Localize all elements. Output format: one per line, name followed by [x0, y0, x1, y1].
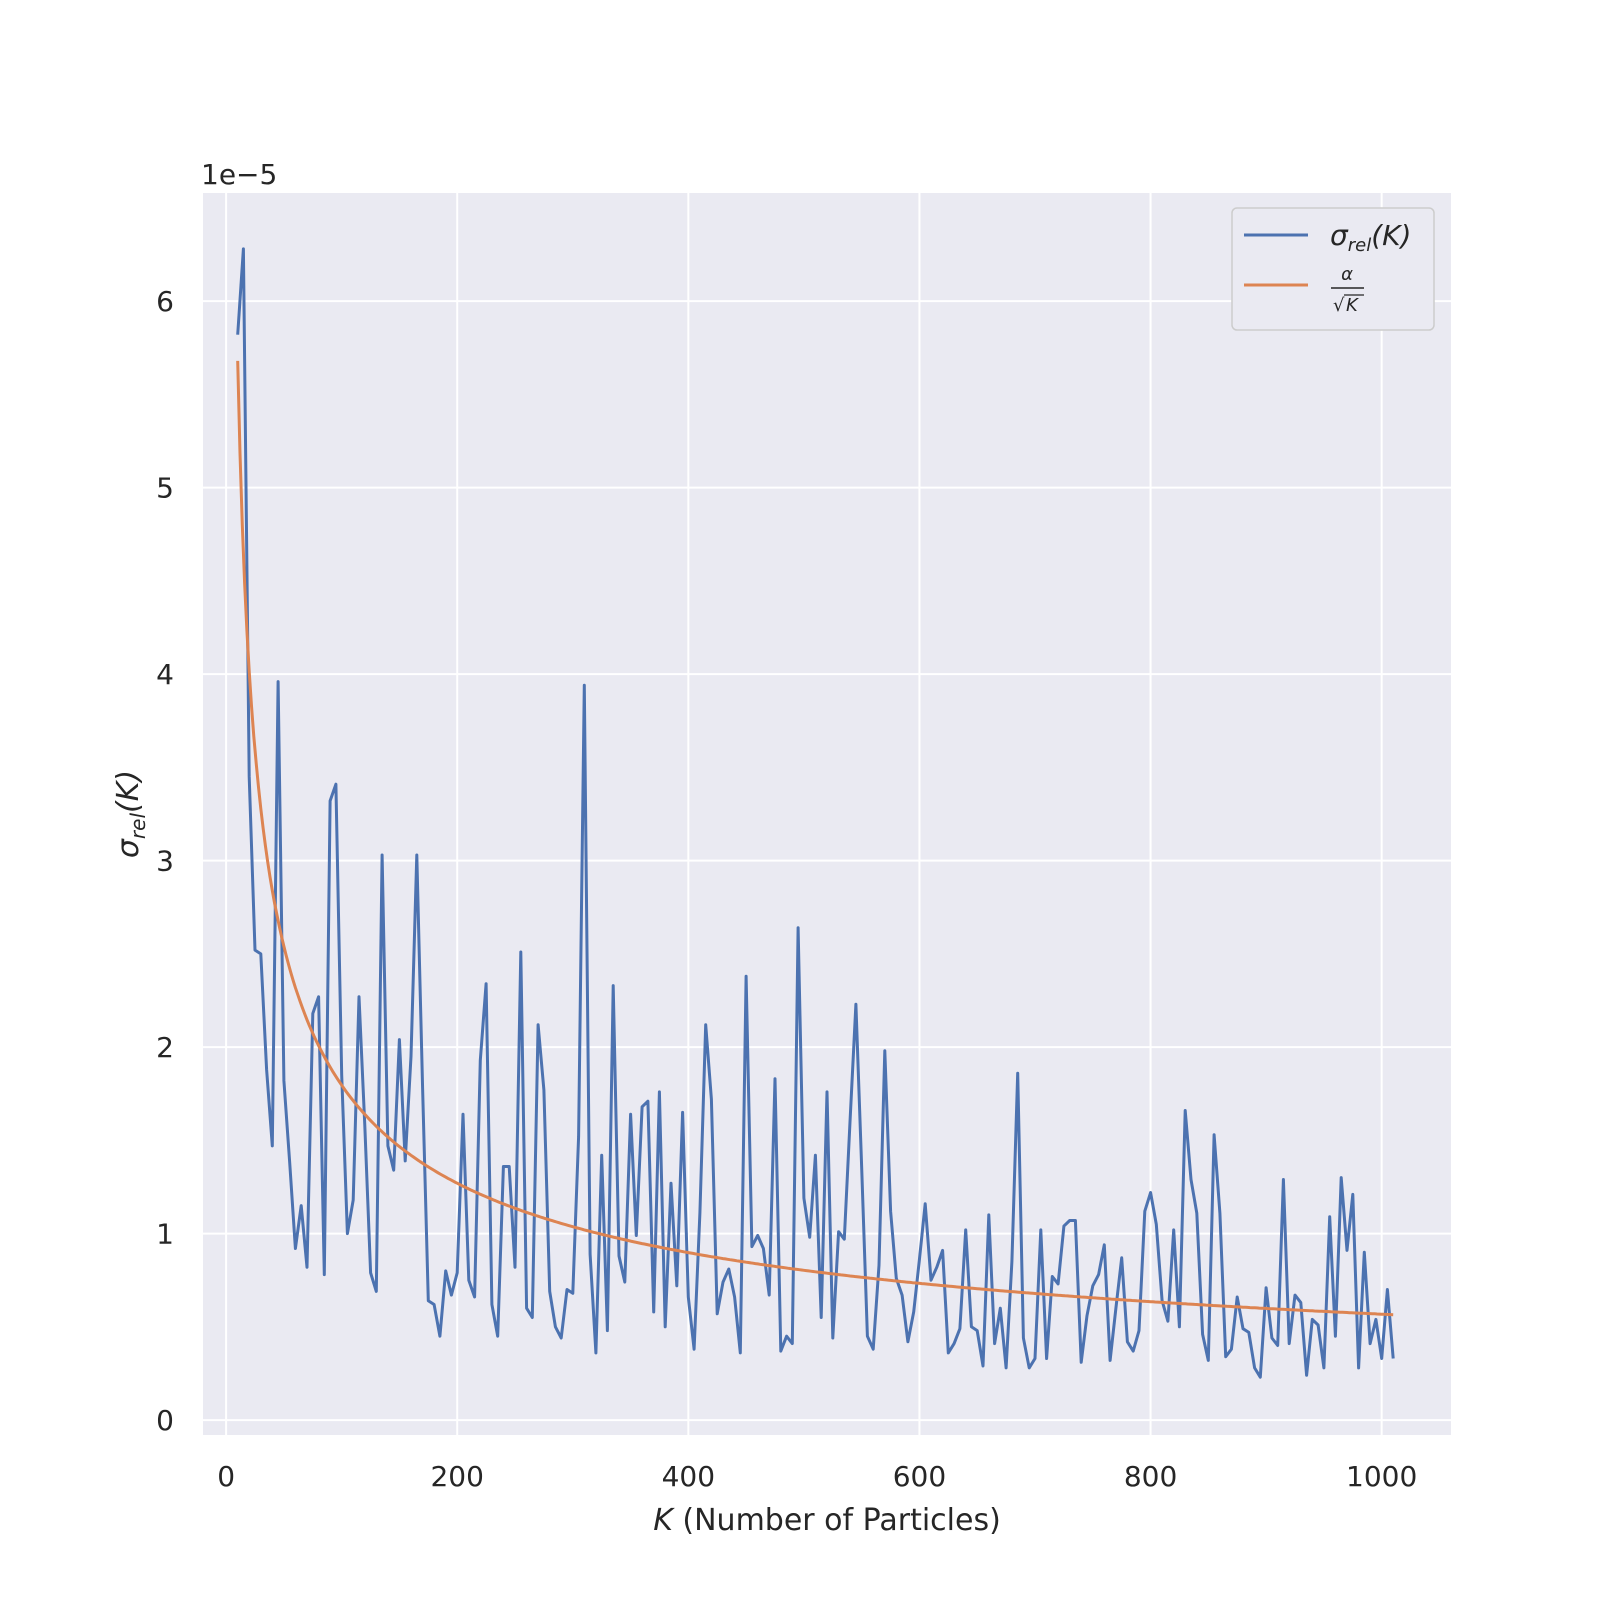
x-axis-label: K (Number of Particles): [653, 1503, 1001, 1538]
legend-label-sigma-symbol: σ: [1330, 219, 1349, 252]
x-tick-label: 400: [662, 1460, 715, 1493]
y-axis-label-group: σrel(K): [111, 770, 150, 858]
legend-label-alpha-numerator: α: [1341, 264, 1353, 285]
x-axis-label-text: (Number of Particles): [673, 1503, 1001, 1538]
x-tick-label: 800: [1124, 1460, 1177, 1493]
y-axis-label: σrel(K): [111, 770, 150, 858]
y-tick-label: 5: [156, 472, 174, 505]
x-tick-labels: 0 200 400 600 800 1000: [217, 1460, 1417, 1493]
legend-label-sqrt-symbol: √: [1333, 295, 1345, 316]
y-offset-label: 1e−5: [201, 158, 277, 191]
y-axis-label-symbol: σ: [111, 838, 146, 858]
series-alpha-over-sqrt-k-line: [236, 360, 1394, 1317]
series-layer: [236, 247, 1395, 1379]
y-tick-label: 2: [156, 1031, 174, 1064]
x-tick-label: 1000: [1346, 1460, 1417, 1493]
y-tick-label: 6: [156, 285, 174, 318]
y-tick-label: 4: [156, 658, 174, 691]
legend: σrel(K) α √ K: [1231, 207, 1435, 331]
y-axis-label-subscript: rel: [126, 813, 150, 840]
y-tick-labels: 0 1 2 3 4 5 6: [156, 285, 174, 1437]
y-tick-label: 0: [156, 1404, 174, 1437]
y-tick-label: 1: [156, 1218, 174, 1251]
y-tick-label: 3: [156, 845, 174, 878]
x-axis-label-symbol: K: [653, 1503, 675, 1538]
legend-label-sigma-subscript: rel: [1348, 235, 1371, 256]
x-tick-label: 600: [893, 1460, 946, 1493]
y-axis-label-argument: (K): [111, 770, 146, 813]
legend-box: [1231, 207, 1435, 331]
legend-label-sigma-argument: (K): [1371, 219, 1411, 252]
legend-label-denominator-variable: K: [1346, 295, 1359, 316]
legend-label-sigma-rel: σrel(K): [1330, 219, 1411, 256]
x-tick-label: 200: [430, 1460, 483, 1493]
x-tick-label: 0: [217, 1460, 235, 1493]
plot-area: [203, 193, 1451, 1435]
series-sigma-rel-line: [236, 247, 1395, 1379]
